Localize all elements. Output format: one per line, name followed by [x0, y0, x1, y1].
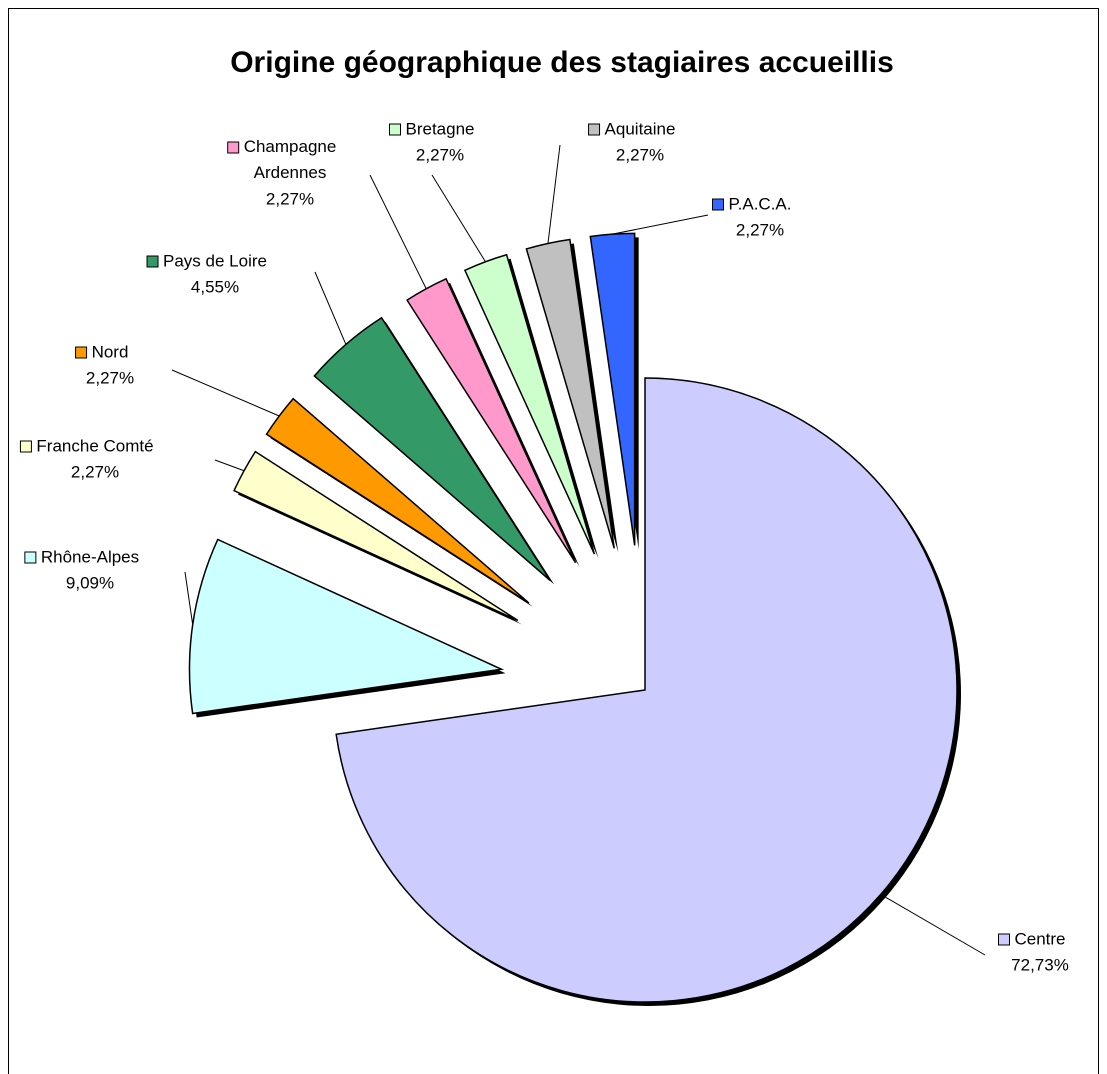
- leader-line: [184, 571, 194, 625]
- leader-line: [612, 214, 709, 235]
- leader-line: [214, 459, 245, 472]
- slice: [335, 377, 958, 1003]
- chart-border: [8, 8, 1099, 1074]
- legend-swatch: [997, 933, 1010, 946]
- leader-line: [547, 144, 561, 244]
- legend-swatch: [75, 346, 88, 359]
- leader-line: [880, 893, 986, 956]
- value-label: 2,27%: [616, 145, 664, 164]
- leader-line: [171, 369, 280, 417]
- legend-swatch: [146, 255, 159, 268]
- slice-label: P.A.C.A.: [729, 194, 792, 213]
- value-label: 72,73%: [1011, 955, 1069, 974]
- slice: [188, 538, 505, 715]
- leader-line: [369, 174, 427, 290]
- slice-label: Centre: [1014, 929, 1065, 948]
- value-label: 2,27%: [266, 189, 314, 208]
- legend-swatch: [588, 123, 601, 136]
- legend-swatch: [19, 440, 32, 453]
- slice-label: Bretagne: [406, 119, 475, 138]
- slice-label: Aquitaine: [605, 119, 676, 138]
- slice-label: Nord: [92, 342, 129, 361]
- slice-label: Pays de Loire: [163, 251, 267, 270]
- legend-swatch: [712, 198, 724, 211]
- value-label: 2,27%: [86, 368, 134, 387]
- slice: [265, 397, 530, 604]
- slice: [589, 232, 636, 546]
- value-label: 4,55%: [191, 277, 239, 296]
- slice-label: Franche Comté: [36, 436, 153, 455]
- value-label: 2,27%: [416, 145, 464, 164]
- value-label: 2,27%: [736, 220, 784, 239]
- slice-label: Rhône-Alpes: [41, 547, 139, 566]
- chart-title: Origine géographique des stagiaires accu…: [230, 46, 894, 79]
- slice: [313, 316, 551, 581]
- slice-label: Champagne Ardennes: [244, 137, 337, 182]
- legend-swatch: [227, 141, 240, 154]
- value-label: 9,09%: [66, 573, 114, 592]
- legend-swatch: [389, 123, 401, 136]
- leader-line: [314, 271, 347, 345]
- leader-line: [431, 174, 486, 263]
- value-label: 2,27%: [71, 462, 119, 481]
- legend-swatch: [24, 551, 37, 564]
